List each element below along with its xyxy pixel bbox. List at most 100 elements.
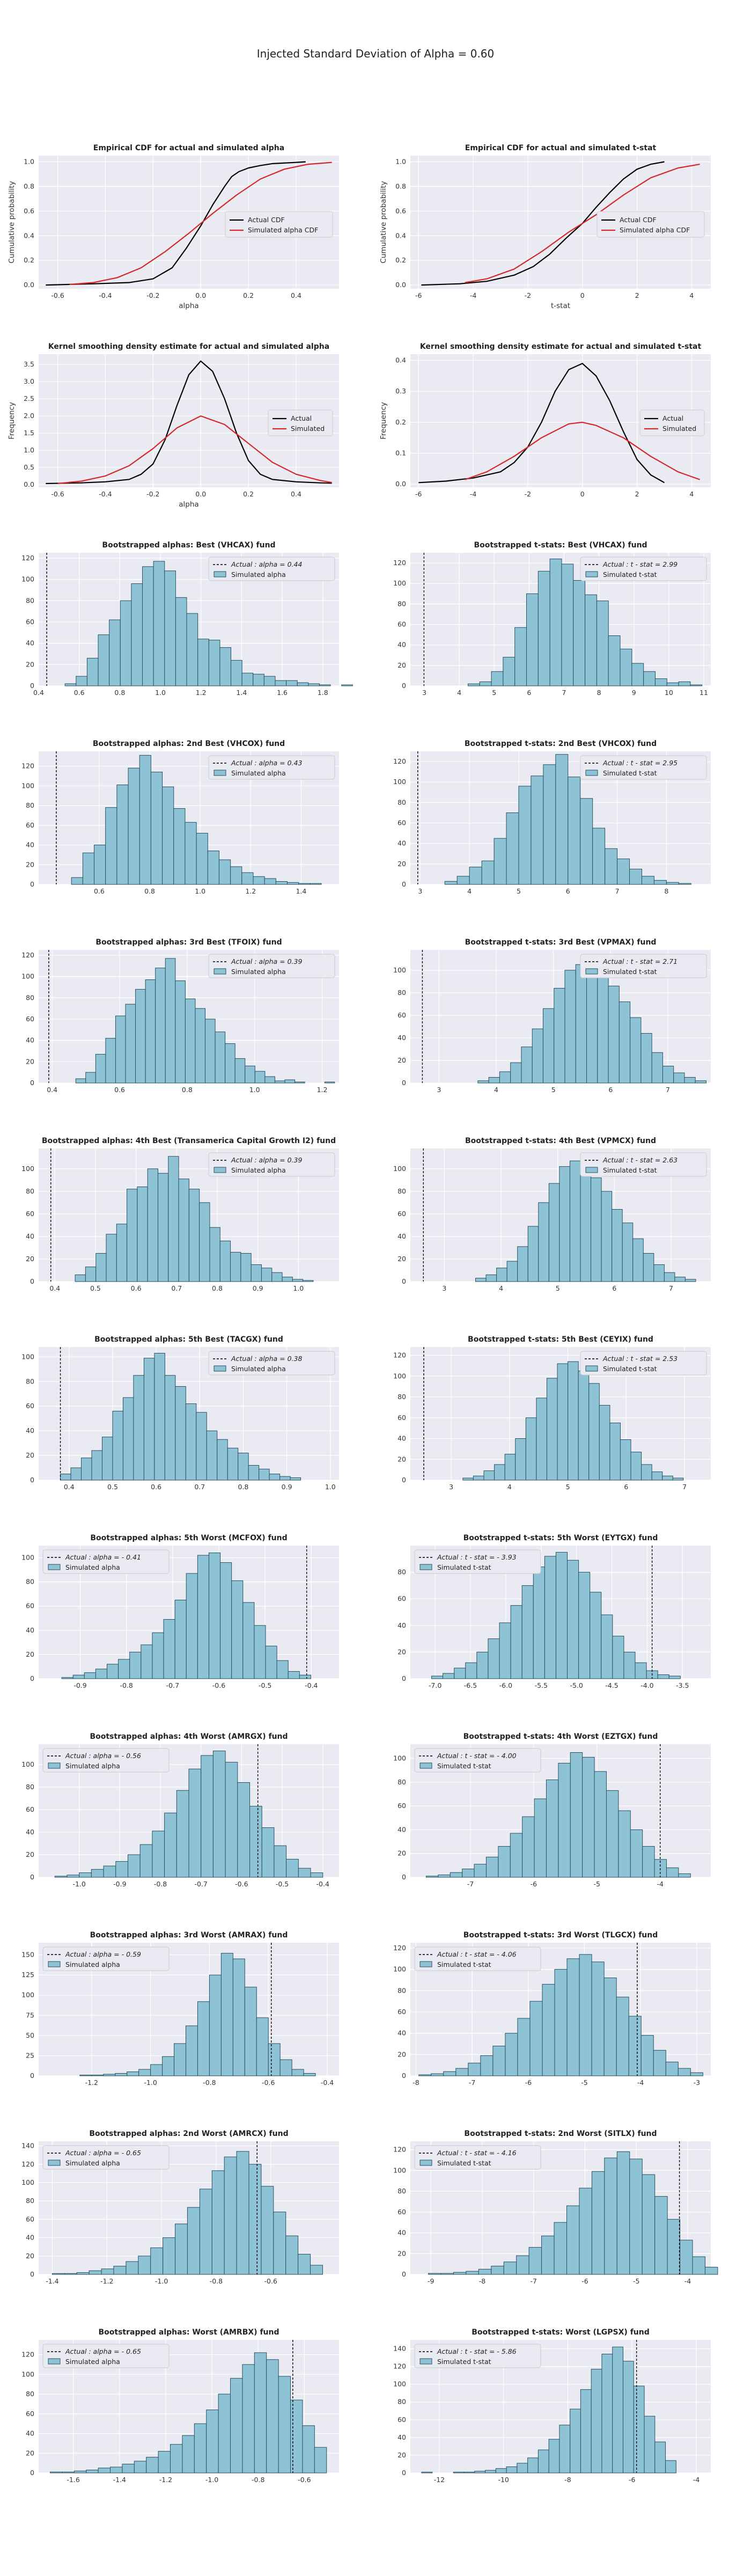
x-tick-label: -0.8 (120, 1681, 132, 1689)
y-tick-label: 0 (30, 1873, 34, 1881)
histogram-bar (164, 1812, 177, 1878)
legend-box (208, 557, 335, 581)
histogram-bar (201, 1755, 213, 1878)
histogram-bar (196, 1412, 207, 1481)
histogram-bar (133, 1375, 144, 1481)
legend-label-actual: Actual : alpha = - 0.65 (65, 2347, 141, 2355)
legend-label-simulated: Simulated t-stat (437, 2159, 491, 2167)
y-tick-label: 60 (397, 1802, 406, 1810)
y-tick-label: 3.0 (24, 377, 34, 385)
histogram-bar (654, 2441, 666, 2473)
histogram-bar (453, 2471, 465, 2473)
y-tick-label: 0 (30, 1079, 34, 1087)
x-tick-label: 1.2 (245, 887, 256, 895)
histogram-bar (64, 2273, 77, 2275)
legend-label-simulated: Simulated alpha (231, 1166, 286, 1174)
histogram-bar (173, 808, 186, 885)
histogram-bar (666, 882, 679, 885)
histogram-bar (242, 2364, 255, 2473)
legend: Actual : alpha = - 0.59 Simulated alpha (42, 1946, 170, 1971)
x-tick-label: 0.6 (131, 1284, 142, 1292)
histogram-bar (644, 2416, 656, 2473)
histogram-bar (175, 2223, 188, 2275)
legend-label-actual: Actual : t - stat = 2.99 (602, 560, 678, 568)
histogram-bar (128, 767, 140, 885)
histogram-bar (630, 1452, 642, 1481)
y-tick-label: 20 (397, 2050, 406, 2058)
legend-label-actual: Actual : t - stat = - 3.93 (437, 1553, 517, 1561)
subplot-11: 0.4 0.5 0.6 0.7 0.8 0.9 1.0 0 20 40 60 80 100 Bootstr… (21, 1137, 339, 1292)
y-tick-label: 0.6 (395, 207, 406, 215)
x-tick-label: 0.8 (212, 1284, 223, 1292)
y-tick-label: 150 (21, 1951, 34, 1959)
histogram-bar (105, 807, 117, 885)
histogram-bar (568, 777, 581, 885)
y-tick-label: 0 (30, 2469, 34, 2477)
histogram-bar (230, 1252, 241, 1282)
histogram-bar (142, 566, 154, 686)
legend: Actual : alpha = - 0.41 Simulated alpha (42, 1549, 170, 1574)
histogram-bar (115, 2073, 128, 2076)
x-tick-label: 0.4 (47, 1086, 57, 1094)
legend: Actual : t - stat = - 5.86 Simulated t-st… (414, 2344, 541, 2368)
histogram-bar (630, 1017, 642, 1084)
subplot-title: Bootstrapped t-stats: 3rd Best (VPMAX) f… (465, 938, 657, 947)
subplot-23: -1.6 -1.4 -1.2 -1.0 -0.8 -0.6 0 20 40 60 80 100 120 B… (21, 2328, 339, 2484)
histogram-bar (443, 1673, 455, 1679)
histogram-bar (134, 2461, 147, 2473)
y-tick-label: 120 (21, 554, 34, 562)
subplot-title: Bootstrapped alphas: Best (VHCAX) fund (102, 541, 275, 550)
x-tick-label: -4 (470, 291, 477, 299)
histogram-bar (249, 1806, 262, 1878)
histogram-bar (425, 1876, 439, 1878)
histogram-bar (303, 2073, 316, 2076)
histogram-bar (567, 1560, 579, 1679)
legend: Actual : alpha = 0.39 Simulated alpha (208, 1152, 335, 1177)
histogram-bar (253, 674, 264, 686)
x-tick-label: 0.7 (171, 1284, 182, 1292)
y-tick-label: 20 (397, 2249, 406, 2257)
subplot-title: Empirical CDF for actual and simulated a… (93, 144, 284, 152)
x-tick-label: -0.9 (73, 1681, 86, 1689)
y-axis-label: Cumulative probability (379, 181, 388, 263)
x-tick-label: -1.2 (159, 2476, 172, 2484)
histogram-bar (212, 1751, 226, 1878)
histogram-bar (499, 1071, 511, 1084)
histogram-bar (443, 2071, 457, 2076)
histogram-bar (586, 961, 598, 1084)
histogram-bar (98, 2468, 111, 2473)
histogram-bar (503, 657, 516, 686)
histogram-bar (54, 1876, 68, 1878)
histogram-bar (79, 1872, 92, 1878)
histogram-bar (75, 1274, 86, 1282)
histogram-bar (468, 2062, 481, 2076)
x-tick-label: 0.8 (238, 1483, 249, 1491)
y-tick-label: 60 (26, 2215, 34, 2223)
histogram-bar (521, 1585, 534, 1679)
x-tick-label: 1.4 (296, 887, 306, 895)
histogram-bar (188, 1768, 202, 1878)
histogram-bar (266, 2359, 279, 2473)
histogram-bar (580, 1168, 592, 1282)
legend-label-simulated: Simulated t-stat (437, 1762, 491, 1770)
histogram-bar (175, 980, 186, 1084)
x-tick-label: -6 (415, 490, 422, 498)
histogram-bar (82, 852, 95, 885)
histogram-bar (569, 1160, 581, 1282)
histogram-bar (50, 2471, 63, 2473)
legend: Actual : t - stat = - 4.06 Simulated t-st… (414, 1946, 541, 1971)
y-tick-label: 0.5 (24, 463, 34, 471)
histogram-bar (225, 1762, 238, 1878)
subplot-title: Bootstrapped t-stats: 5th Best (CEYIX) f… (468, 1335, 653, 1344)
legend-box (208, 1351, 335, 1375)
histogram-bar (431, 2073, 444, 2076)
histogram-bar (207, 851, 219, 885)
x-tick-label: 0.8 (114, 689, 125, 697)
histogram-bar (605, 848, 618, 885)
x-tick-label: 1.0 (195, 887, 205, 895)
subplot-title: Kernel smoothing density estimate for ac… (48, 342, 329, 351)
histogram-bar (629, 2158, 643, 2275)
histogram-bar (481, 860, 495, 885)
histogram-bar (290, 2399, 303, 2473)
histogram-bar (534, 1798, 547, 1878)
